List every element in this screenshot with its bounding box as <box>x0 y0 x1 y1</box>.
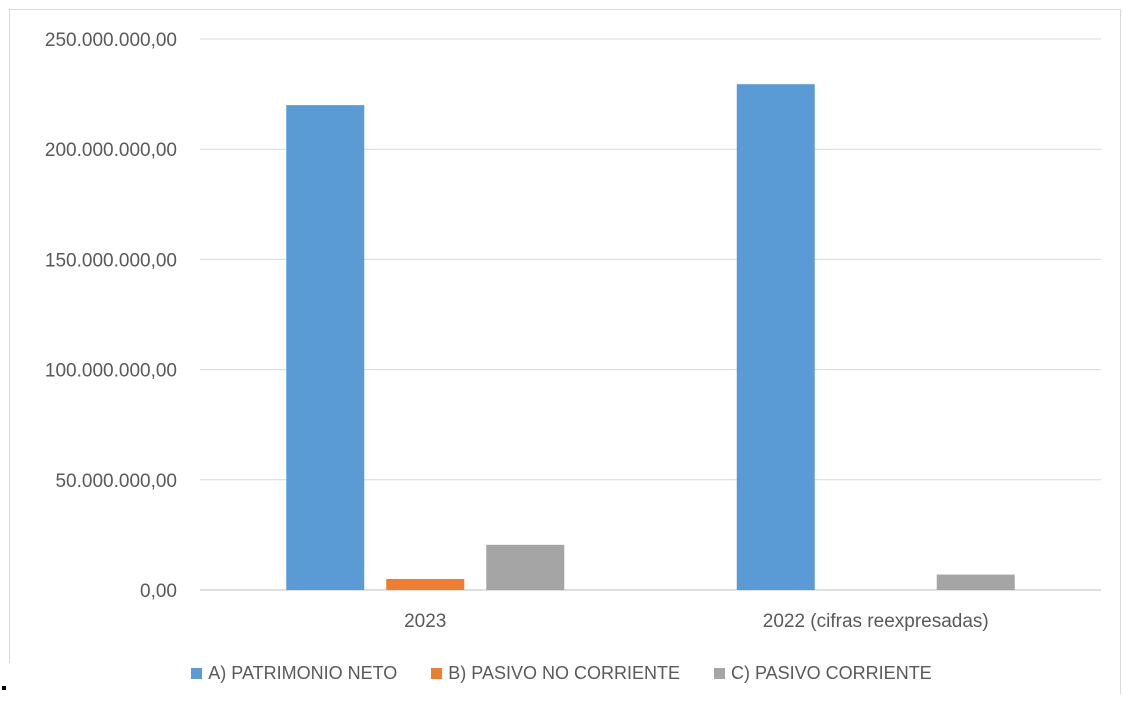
y-axis-tick-labels: 0,00 50.000.000,00 100.000.000,00 150.000.0… <box>45 30 177 602</box>
legend-label: C) PASIVO CORRIENTE <box>731 662 932 683</box>
legend-swatch <box>191 667 203 679</box>
y-tick-label: 250.000.000,00 <box>45 30 177 51</box>
bar <box>486 544 565 590</box>
legend-swatch <box>714 667 725 679</box>
bar <box>736 84 815 590</box>
bar <box>386 578 465 590</box>
bars <box>286 84 1015 591</box>
corner-marker <box>2 686 6 690</box>
y-tick-label: 200.000.000,00 <box>45 140 177 161</box>
bar <box>936 574 1015 590</box>
chart-frame-left-border <box>9 9 10 663</box>
chart-frame <box>9 9 1121 694</box>
legend-item: B) PASIVO NO CORRIENTE <box>431 663 680 684</box>
legend-label: A) PATRIMONIO NETO <box>208 662 398 683</box>
y-tick-label: 100.000.000,00 <box>45 361 177 382</box>
bar-chart: 0,00 50.000.000,00 100.000.000,00 150.000.0… <box>45 30 1101 632</box>
y-tick-label: 50.000.000,00 <box>55 471 177 492</box>
x-axis-tick-labels: 2023 2022 (cifras reexpresadas) <box>404 611 989 632</box>
y-tick-label: 0,00 <box>140 581 177 602</box>
legend-item: A) PATRIMONIO NETO <box>191 663 397 684</box>
x-tick-label: 2023 <box>404 611 446 632</box>
y-tick-label: 150.000.000,00 <box>45 250 177 271</box>
legend: A) PATRIMONIO NETO B) PASIVO NO CORRIENTE… <box>0 660 1123 686</box>
bar <box>286 105 365 591</box>
legend-item: C) PASIVO CORRIENTE <box>714 663 932 684</box>
legend-label: B) PASIVO NO CORRIENTE <box>448 662 680 683</box>
x-tick-label: 2022 (cifras reexpresadas) <box>763 611 989 632</box>
legend-swatch <box>431 667 443 679</box>
